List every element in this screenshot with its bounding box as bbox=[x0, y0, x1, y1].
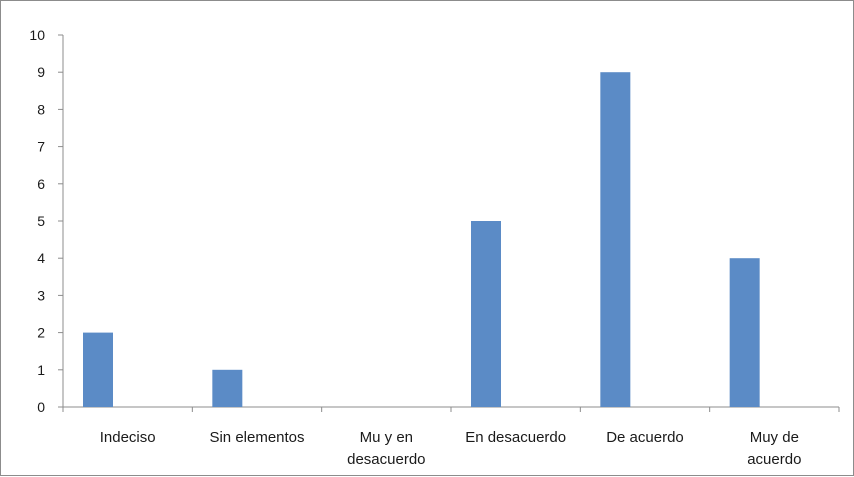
bar-1 bbox=[83, 332, 113, 407]
labels: 0 1 2 3 4 5 6 7 8 9 10 Indeciso Sin elementos Mu y en… bbox=[29, 27, 801, 468]
y-tick-label: 4 bbox=[37, 250, 45, 266]
y-tick-label: 10 bbox=[29, 27, 45, 43]
y-tick-label: 8 bbox=[37, 101, 45, 117]
y-tick-label: 6 bbox=[37, 176, 45, 192]
bar-6 bbox=[729, 258, 760, 407]
bars bbox=[83, 72, 760, 407]
axes bbox=[58, 34, 840, 412]
y-tick-label: 5 bbox=[37, 213, 45, 229]
x-category-label: En desacuerdo bbox=[465, 429, 566, 446]
bar-2 bbox=[212, 369, 243, 407]
bar-5 bbox=[600, 72, 631, 407]
x-category-label: De acuerdo bbox=[606, 429, 684, 446]
x-category-label: Indeciso bbox=[100, 429, 156, 446]
y-tick-label: 7 bbox=[37, 139, 45, 155]
x-category-label: Sin elementos bbox=[209, 429, 304, 446]
bar-4 bbox=[471, 221, 501, 407]
y-tick-label: 3 bbox=[37, 287, 45, 303]
y-tick-label: 1 bbox=[37, 362, 45, 378]
y-tick-label: 9 bbox=[37, 64, 45, 80]
y-tick-label: 2 bbox=[37, 325, 45, 341]
y-tick-label: 0 bbox=[37, 399, 45, 415]
x-category-label: Mu y en desacuerdo bbox=[347, 429, 425, 468]
x-category-label: Muy de acuerdo bbox=[747, 429, 801, 468]
